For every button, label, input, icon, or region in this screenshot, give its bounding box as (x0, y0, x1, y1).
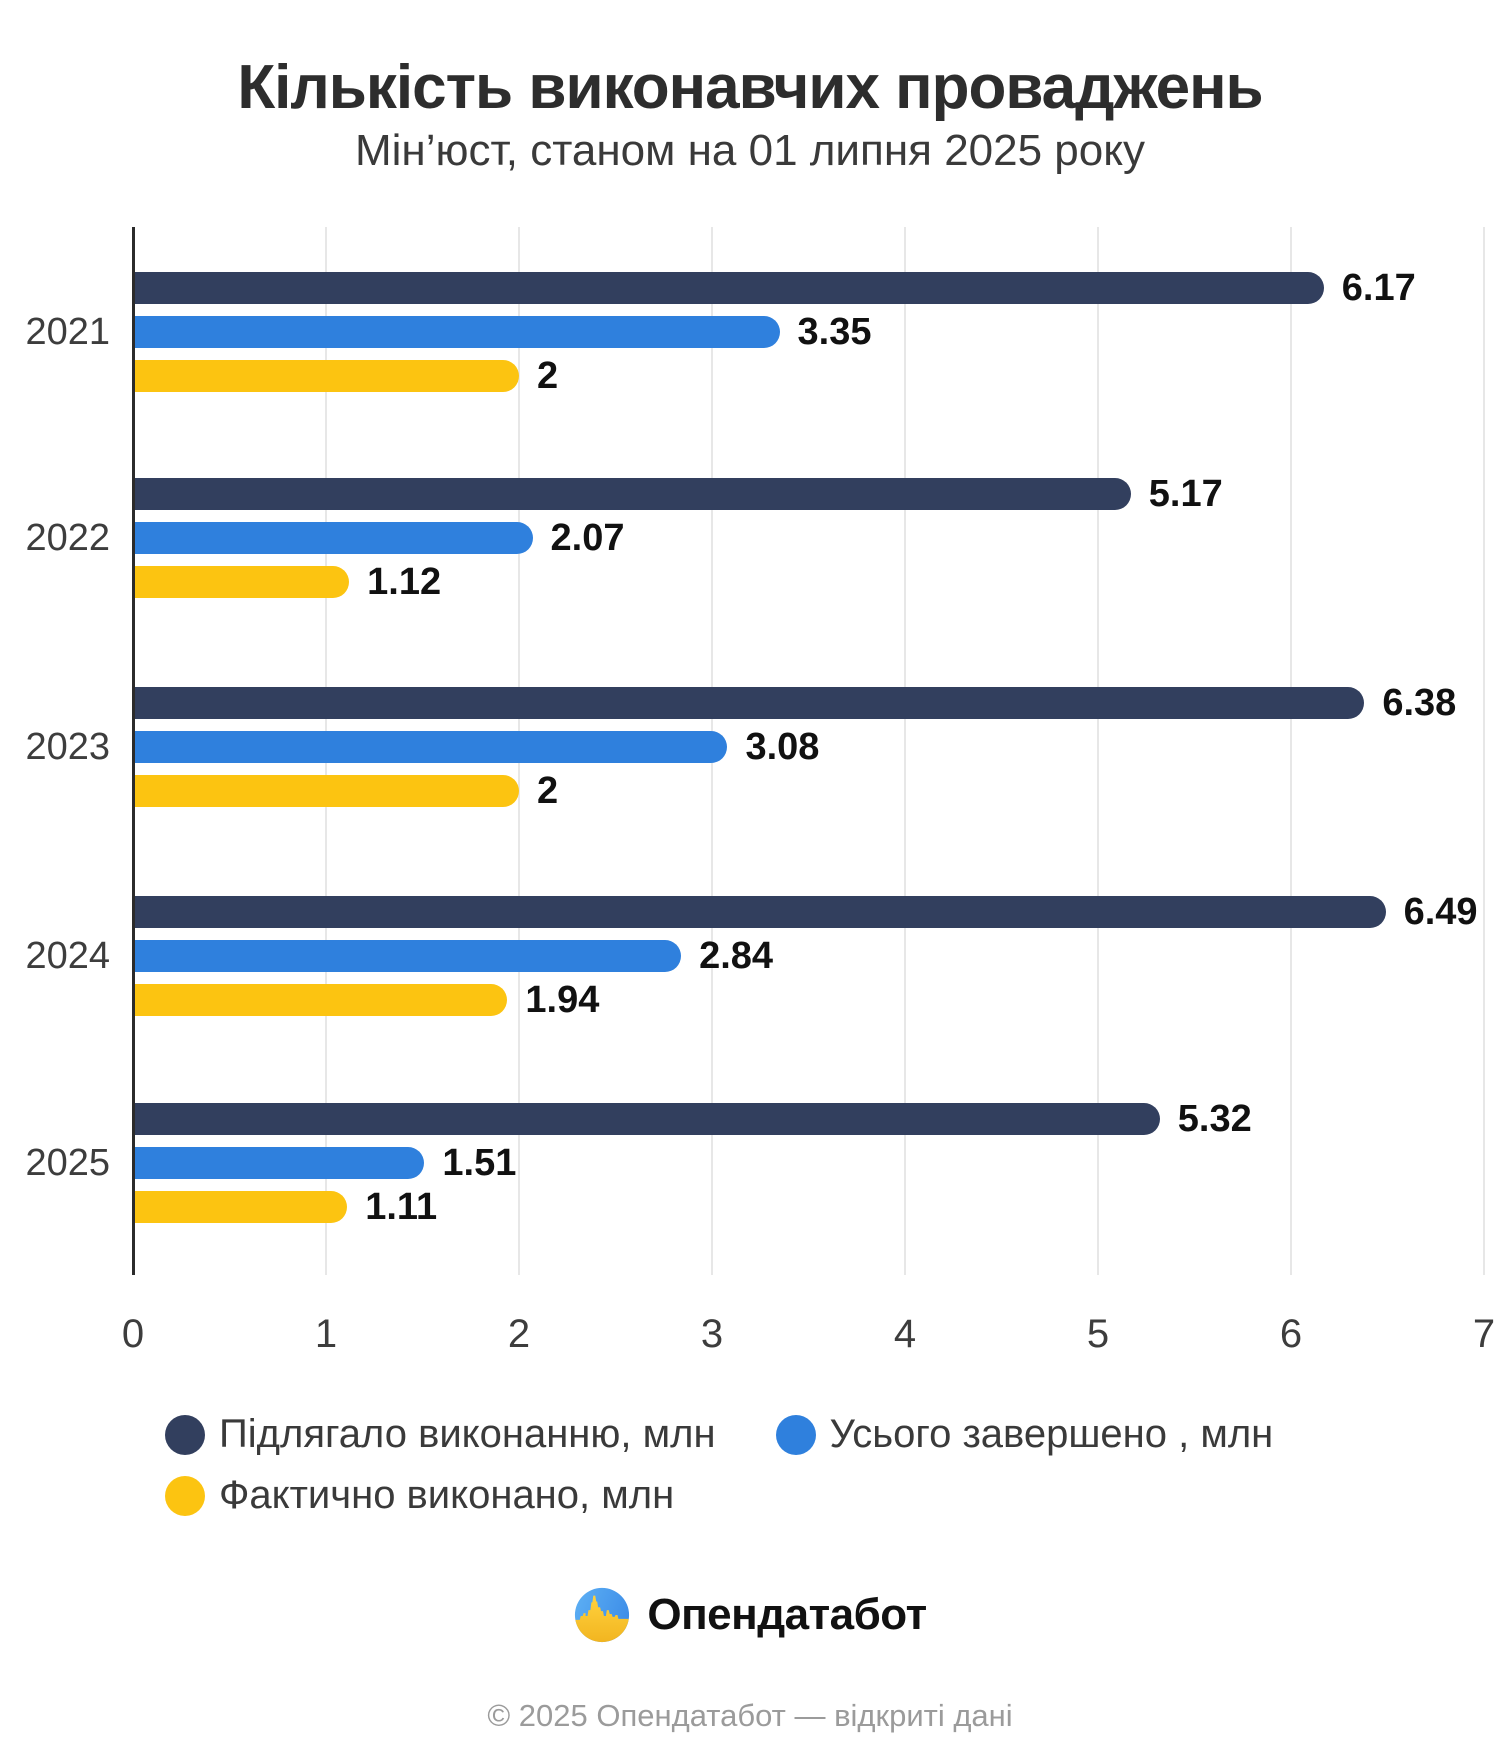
bar-value-label-2023-series-2: 2 (537, 770, 559, 812)
bar-2021-series-1 (133, 316, 780, 348)
bar-value-label-2022-series-2: 1.12 (367, 561, 442, 603)
y-axis-line (132, 227, 135, 1275)
bar-value-label-2024-series-0: 6.49 (1403, 891, 1478, 933)
bar-2024-series-1 (133, 940, 682, 972)
x-axis-tick-label-4: 4 (893, 1312, 917, 1356)
bar-2025-series-0 (133, 1103, 1160, 1135)
bar-value-label-2022-series-1: 2.07 (550, 517, 625, 559)
x-axis-tick-label-7: 7 (1472, 1312, 1496, 1356)
navy-legend-dot-icon (165, 1414, 205, 1455)
bar-2021-series-2 (133, 360, 519, 392)
bar-2023-series-2 (133, 775, 519, 807)
bar-2025-series-2 (133, 1191, 348, 1223)
legend-item-subject-to-execution: Підлягало виконанню, млн (165, 1412, 716, 1457)
x-axis-tick-label-1: 1 (314, 1312, 338, 1356)
bar-2021-series-0 (133, 272, 1324, 304)
bar-value-label-2025-series-2: 1.11 (365, 1186, 438, 1228)
legend-label: Фактично виконано, млн (219, 1473, 675, 1517)
gridline-x-6 (1290, 227, 1292, 1275)
bar-value-label-2025-series-0: 5.32 (1177, 1098, 1252, 1140)
legend-label: Підлягало виконанню, млн (219, 1412, 716, 1456)
bar-2022-series-2 (133, 566, 350, 598)
bar-2022-series-1 (133, 522, 533, 554)
yellow-legend-dot-icon (165, 1475, 205, 1516)
gridline-x-7 (1483, 227, 1485, 1275)
opendatabot-logo-icon (575, 1587, 630, 1643)
bar-value-label-2024-series-1: 2.84 (699, 935, 774, 977)
bar-2024-series-0 (133, 896, 1386, 928)
gridline-x-4 (904, 227, 906, 1275)
bar-value-label-2021-series-0: 6.17 (1341, 267, 1416, 309)
gridline-x-5 (1097, 227, 1099, 1275)
year-label-2025: 2025 (25, 1142, 110, 1184)
bar-2023-series-1 (133, 731, 728, 763)
year-label-2021: 2021 (25, 311, 110, 353)
bar-chart-plot-area: 6.17 5.17 6.38 6.49 5.32 3.35 2.07 3.08 2.84 1.51… (132, 227, 1485, 1275)
chart-legend: Підлягало виконанню, млн Усього завершен… (165, 1412, 1335, 1518)
legend-item-actually-executed: Фактично виконано, млн (165, 1473, 674, 1518)
bar-value-label-2023-series-0: 6.38 (1382, 682, 1457, 724)
year-label-2023: 2023 (25, 726, 110, 768)
bar-value-label-2021-series-2: 2 (537, 355, 559, 397)
bar-value-label-2024-series-2: 1.94 (525, 979, 600, 1021)
bar-2024-series-2 (133, 984, 508, 1016)
x-axis-tick-label-6: 6 (1279, 1312, 1303, 1356)
bar-value-label-2022-series-0: 5.17 (1148, 473, 1223, 515)
x-axis-tick-label-0: 0 (121, 1312, 145, 1356)
x-axis-tick-label-3: 3 (700, 1312, 724, 1356)
legend-label: Усього завершено , млн (829, 1412, 1274, 1456)
bar-2023-series-0 (133, 687, 1365, 719)
bar-2022-series-0 (133, 478, 1131, 510)
year-label-2022: 2022 (25, 517, 110, 559)
copyright-text: © 2025 Опендатабот — відкриті дані (487, 1698, 1013, 1733)
opendatabot-brand: Опендатабот (0, 1586, 1500, 1644)
brand-name: Опендатабот (647, 1590, 927, 1639)
x-axis-tick-label-2: 2 (507, 1312, 531, 1356)
bar-2025-series-1 (133, 1147, 425, 1179)
legend-item-total-completed: Усього завершено , млн (775, 1412, 1274, 1457)
bar-value-label-2025-series-1: 1.51 (442, 1142, 517, 1184)
bar-value-label-2021-series-1: 3.35 (797, 311, 872, 353)
chart-subtitle: Мін’юст, станом на 01 липня 2025 року (355, 126, 1145, 175)
x-axis-tick-label-5: 5 (1086, 1312, 1110, 1356)
chart-title: Кількість виконавчих проваджень (237, 53, 1263, 122)
year-label-2024: 2024 (25, 935, 110, 977)
bar-value-label-2023-series-1: 3.08 (745, 726, 820, 768)
blue-legend-dot-icon (775, 1414, 816, 1455)
